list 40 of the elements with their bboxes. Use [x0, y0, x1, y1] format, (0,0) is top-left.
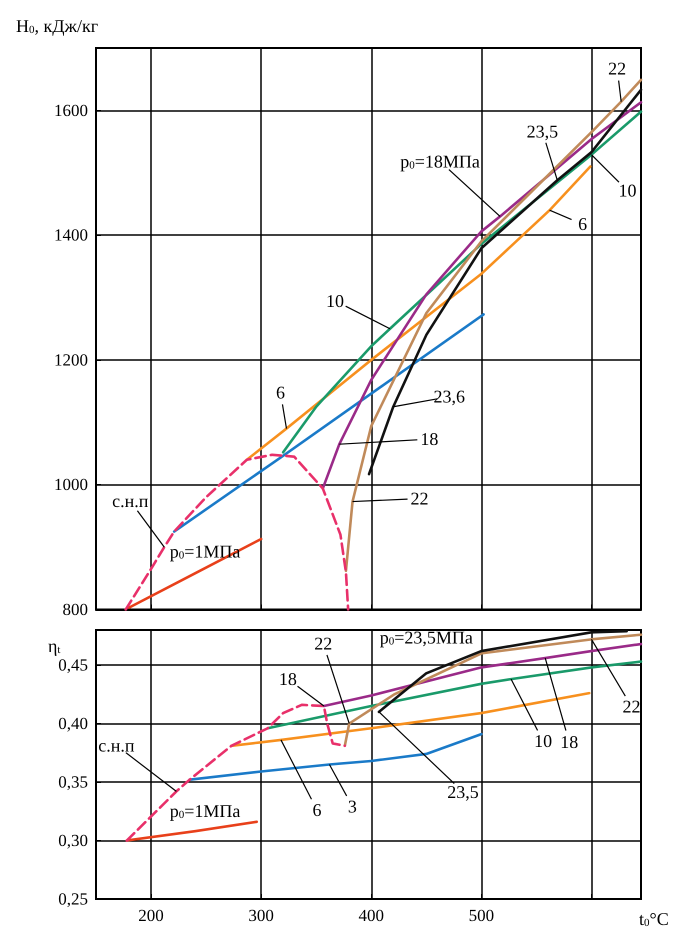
- y-axis-title: H0, кДж/кг: [16, 16, 98, 36]
- annotation: с.н.п: [112, 491, 149, 512]
- y-tick-label: 1600: [54, 100, 88, 120]
- annotation: 18: [420, 429, 438, 450]
- annotation: 6: [276, 382, 285, 403]
- annotation: с.н.п: [98, 735, 135, 756]
- annotation: p0=1МПа: [170, 801, 240, 822]
- annotation: 10: [618, 180, 636, 201]
- annotation: 10: [534, 731, 552, 752]
- y-tick-label: 0,30: [58, 831, 88, 850]
- annotation: p0=1МПа: [170, 541, 240, 562]
- annotation: 6: [578, 214, 588, 234]
- annotation: 3: [348, 796, 357, 816]
- annotation: 23,5: [526, 121, 558, 142]
- y-tick-label: 1000: [54, 475, 88, 494]
- x-tick-label: 500: [468, 906, 494, 925]
- y-tick-label: 1200: [54, 350, 88, 370]
- annotation: 23,5: [447, 782, 479, 802]
- y-tick-label: 800: [62, 600, 88, 619]
- annotation: 22: [314, 634, 332, 654]
- annotation: 22: [608, 58, 626, 79]
- annotation: 22: [622, 696, 640, 716]
- y-axis-title: ηt: [48, 636, 60, 656]
- annotation: p0=18МПа: [400, 151, 480, 172]
- annotation: 18: [278, 669, 297, 690]
- annotation: 23,6: [434, 386, 466, 407]
- annotation: 22: [410, 488, 429, 509]
- annotation: 6: [312, 800, 322, 820]
- annotation: 10: [326, 290, 344, 311]
- y-tick-label: 0,45: [58, 656, 88, 675]
- annotation: p0=23,5МПа: [380, 627, 473, 648]
- x-tick-label: 400: [358, 906, 384, 925]
- annotation: 18: [560, 732, 578, 752]
- y-tick-label: 1400: [54, 226, 88, 245]
- y-tick-label: 0,25: [58, 890, 88, 908]
- x-axis-title: t0°C: [639, 909, 669, 929]
- y-tick-label: 0,35: [58, 772, 88, 792]
- y-tick-label: 0,40: [58, 714, 88, 734]
- x-tick-label: 300: [248, 906, 274, 925]
- x-tick-label: 200: [138, 906, 164, 925]
